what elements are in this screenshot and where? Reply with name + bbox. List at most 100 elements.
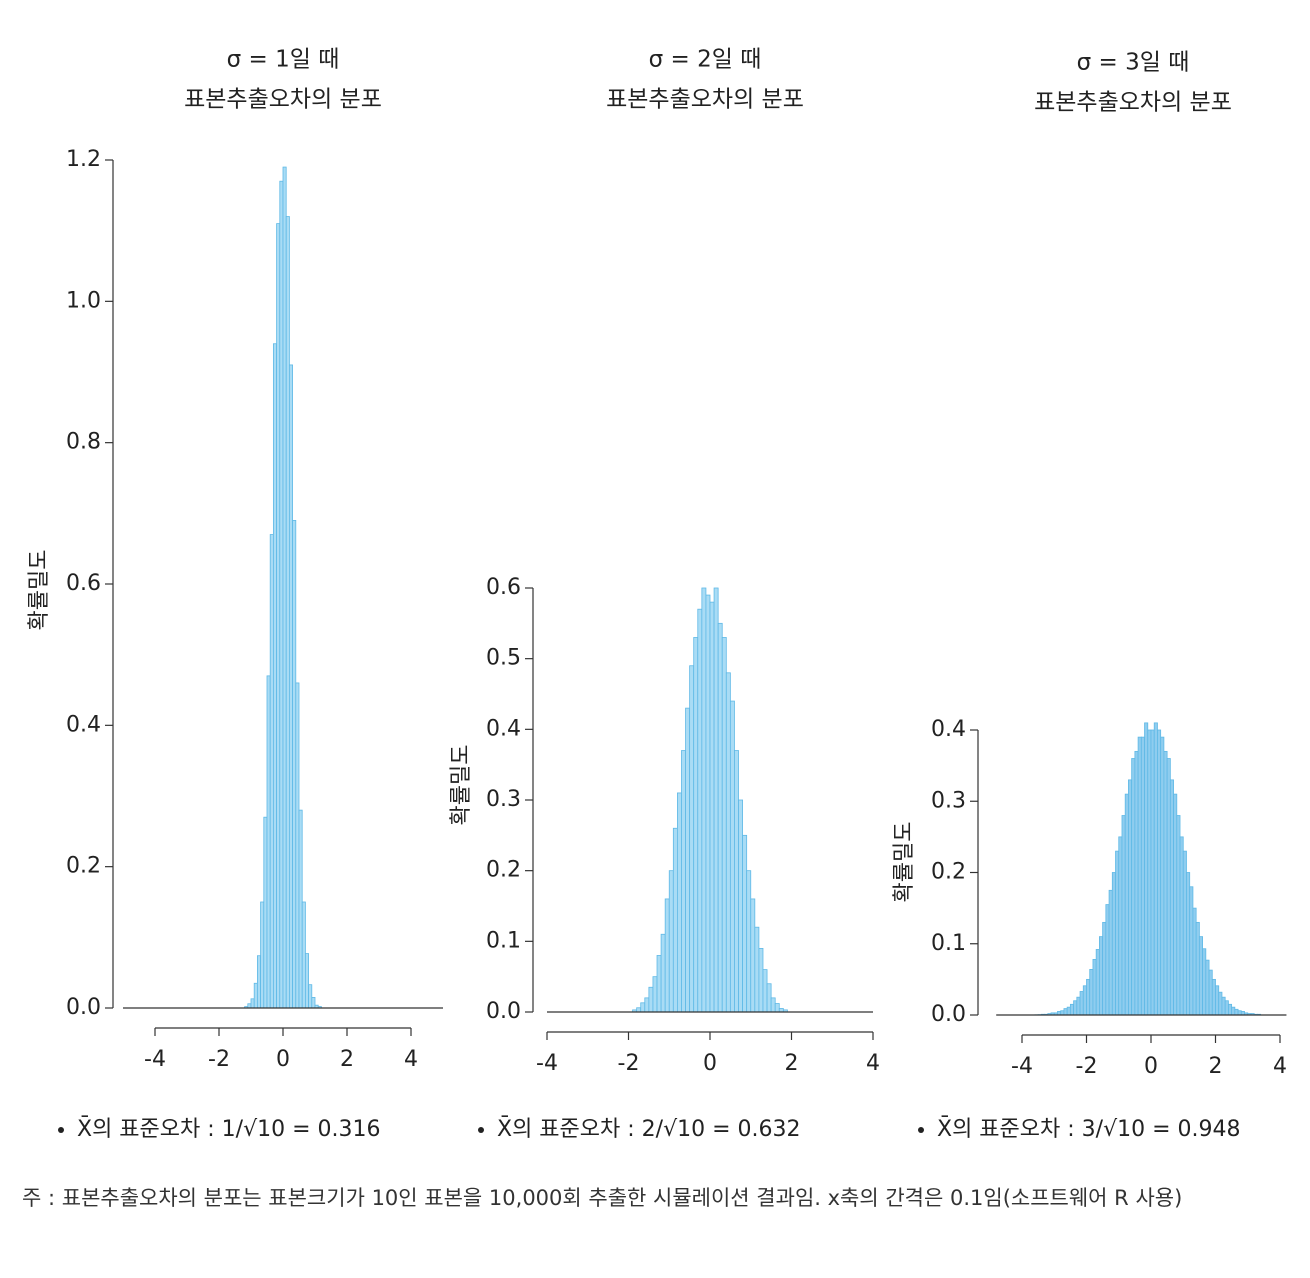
bar — [1089, 969, 1094, 1016]
y-axis-label: 확률밀도 — [27, 550, 52, 631]
chart-subtitle: 표본추출오차의 분포 — [606, 87, 804, 113]
bar — [685, 707, 691, 1013]
bar — [1176, 815, 1181, 1016]
bar — [717, 622, 723, 1013]
y-tick-label: 0.3 — [486, 787, 521, 812]
bar — [1218, 991, 1223, 1016]
bar — [1140, 736, 1145, 1016]
bar — [1192, 907, 1197, 1016]
bar — [1215, 985, 1220, 1016]
bar — [693, 637, 699, 1013]
x-tick-label: -2 — [618, 1051, 640, 1076]
bar — [311, 997, 316, 1009]
bar — [1144, 722, 1149, 1016]
bar — [648, 986, 654, 1013]
bar — [1092, 959, 1097, 1016]
y-tick-label: 0.2 — [66, 854, 101, 879]
bar — [1079, 991, 1084, 1016]
y-tick-label: 0.6 — [66, 571, 101, 596]
bar — [672, 827, 678, 1013]
bar — [677, 792, 682, 1013]
bar — [652, 976, 658, 1013]
x-tick-label: -2 — [1076, 1054, 1098, 1079]
chart-title: σ = 3일 때 — [1077, 50, 1190, 76]
bar — [1208, 969, 1213, 1016]
bar — [1195, 921, 1200, 1016]
chart-subtitle: 표본추출오차의 분포 — [1034, 90, 1232, 116]
bar — [1231, 1006, 1236, 1016]
bar — [308, 984, 313, 1009]
y-axis-label: 확률밀도 — [892, 822, 917, 903]
bar — [1179, 836, 1184, 1016]
y-tick-label: 1.2 — [66, 147, 101, 172]
bar — [1205, 959, 1210, 1016]
y-tick-label: 0.0 — [931, 1002, 966, 1027]
x-tick-label: 4 — [1273, 1054, 1287, 1079]
bar — [725, 672, 731, 1013]
bar — [774, 1003, 780, 1013]
bullet — [478, 1127, 484, 1133]
y-tick-label: 0.2 — [486, 858, 521, 883]
footnote: 주 : 표본추출오차의 분포는 표본크기가 10인 표본을 10,000회 추출… — [22, 1186, 1183, 1210]
bar — [295, 682, 300, 1009]
x-tick-label: -4 — [536, 1051, 558, 1076]
bar — [1124, 793, 1129, 1016]
bar — [1198, 936, 1203, 1016]
bar — [1099, 936, 1104, 1016]
bar — [1118, 836, 1123, 1016]
note: X̄의 표준오차 : 2/√10 = 0.632 — [497, 1116, 801, 1142]
bar — [279, 180, 284, 1009]
x-tick-label: 0 — [703, 1051, 717, 1076]
x-tick-label: -4 — [144, 1047, 166, 1072]
y-tick-label: 0.1 — [931, 931, 966, 956]
bar — [754, 926, 760, 1013]
bar — [713, 587, 719, 1013]
bar — [1169, 779, 1174, 1016]
y-tick-label: 0.0 — [486, 999, 521, 1024]
y-tick-label: 0.8 — [66, 430, 101, 455]
bar — [282, 166, 287, 1009]
y-tick-label: 0.4 — [66, 712, 101, 737]
bar — [1237, 1010, 1242, 1016]
bar — [304, 953, 309, 1009]
bar — [660, 933, 666, 1013]
bar — [1131, 758, 1136, 1016]
bar — [746, 870, 752, 1013]
bar — [1060, 1010, 1065, 1016]
x-tick-label: 0 — [276, 1047, 290, 1072]
y-tick-label: 0.5 — [486, 646, 521, 671]
note: X̄의 표준오차 : 3/√10 = 0.948 — [937, 1116, 1241, 1142]
bar — [709, 601, 715, 1013]
bar — [644, 997, 650, 1013]
bar — [1163, 750, 1168, 1016]
bar — [758, 948, 764, 1013]
bar — [1066, 1006, 1071, 1016]
bar — [1073, 1000, 1078, 1016]
x-tick-label: 2 — [340, 1047, 354, 1072]
bar — [266, 675, 271, 1009]
bar — [1153, 722, 1158, 1016]
bar — [276, 223, 281, 1009]
bar — [766, 983, 772, 1013]
bar — [250, 998, 255, 1009]
bar — [298, 809, 303, 1009]
bar — [1137, 736, 1142, 1016]
bar — [762, 969, 768, 1013]
bar — [734, 750, 739, 1013]
bar — [1121, 815, 1126, 1016]
y-tick-label: 0.2 — [931, 860, 966, 885]
bar — [1182, 850, 1187, 1016]
bar — [253, 982, 258, 1009]
bar — [636, 1007, 642, 1013]
x-tick-label: 2 — [785, 1051, 799, 1076]
x-tick-label: 4 — [404, 1047, 418, 1072]
bar — [1105, 904, 1110, 1016]
bar — [770, 997, 776, 1013]
x-tick-label: -2 — [208, 1047, 230, 1072]
chart-title: σ = 1일 때 — [227, 47, 340, 73]
bar — [301, 901, 306, 1009]
bullet — [918, 1127, 924, 1133]
bar — [1134, 750, 1139, 1016]
bar — [1173, 793, 1178, 1016]
bar — [1224, 1000, 1229, 1016]
